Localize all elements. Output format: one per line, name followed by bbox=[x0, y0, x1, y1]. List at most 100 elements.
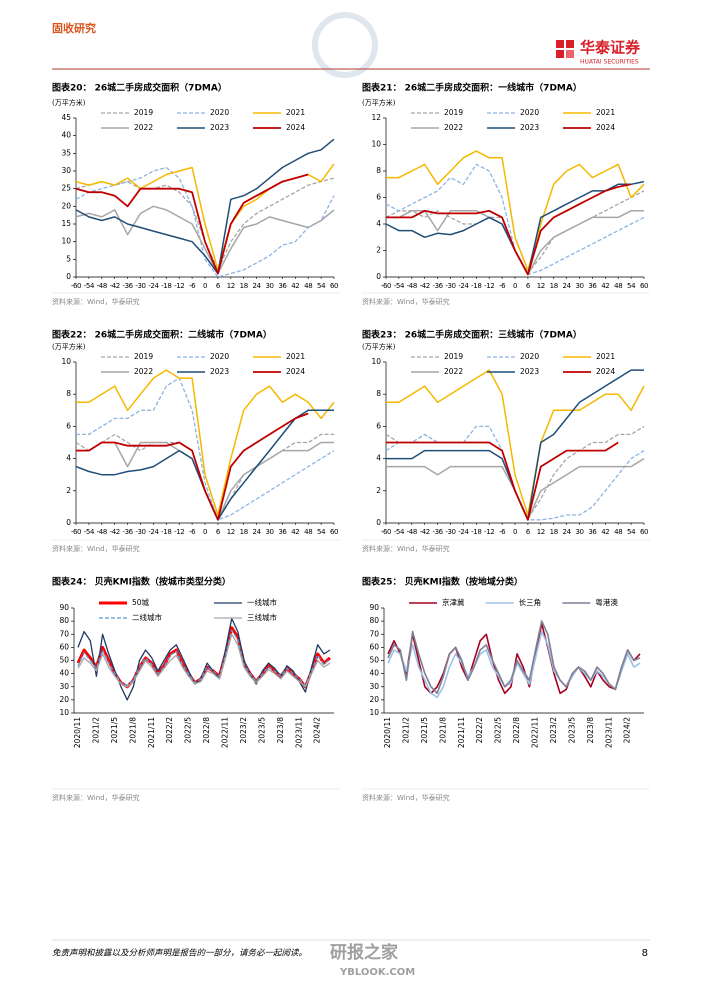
x-tick-label: -24 bbox=[148, 282, 159, 290]
x-tick-label: 2020/11 bbox=[383, 717, 392, 748]
x-tick-label: 2021/8 bbox=[438, 717, 447, 744]
x-tick-label: 18 bbox=[240, 528, 248, 536]
x-tick-label: 42 bbox=[291, 528, 299, 536]
x-tick-label: -54 bbox=[394, 282, 405, 290]
x-tick-label: 54 bbox=[627, 282, 636, 290]
x-tick-label: 54 bbox=[317, 282, 326, 290]
source-note: 资料来源：Wind，华泰研究 bbox=[52, 544, 140, 553]
series-line bbox=[75, 166, 335, 278]
source-note: 资料来源：Wind，华泰研究 bbox=[362, 297, 450, 306]
legend-label: 2019 bbox=[444, 352, 463, 361]
x-tick-label: -42 bbox=[420, 528, 430, 536]
x-tick-label: 30 bbox=[575, 528, 583, 536]
x-tick-label: 12 bbox=[537, 528, 545, 536]
x-tick-label: 18 bbox=[240, 282, 248, 290]
y-tick-label: 80 bbox=[369, 616, 379, 625]
series-line bbox=[77, 629, 331, 687]
x-tick-label: 12 bbox=[537, 282, 545, 290]
x-tick-label: -60 bbox=[381, 528, 391, 536]
x-tick-label: 30 bbox=[265, 528, 273, 536]
x-tick-label: 2021/11 bbox=[457, 717, 466, 748]
x-tick-label: -42 bbox=[420, 282, 430, 290]
series-line bbox=[77, 633, 331, 688]
y-tick-label: 0 bbox=[376, 518, 381, 527]
x-tick-label: 2022/5 bbox=[184, 717, 193, 744]
x-tick-label: 2022/8 bbox=[512, 717, 521, 744]
y-tick-label: 10 bbox=[371, 140, 381, 149]
y-tick-label: 0 bbox=[376, 272, 381, 281]
y-tick-label: 10 bbox=[59, 708, 69, 717]
y-tick-label: 25 bbox=[61, 184, 71, 193]
x-tick-label: -30 bbox=[135, 282, 145, 290]
y-axis-label: (万平方米) bbox=[362, 342, 396, 351]
source-note: 资料来源：Wind，华泰研究 bbox=[52, 793, 140, 802]
x-tick-label: 2021/2 bbox=[91, 717, 100, 744]
x-tick-label: -24 bbox=[148, 528, 159, 536]
y-tick-label: 5 bbox=[66, 254, 71, 263]
series-line bbox=[76, 441, 334, 521]
series-line bbox=[386, 441, 619, 521]
legend-label: 长三角 bbox=[519, 597, 542, 607]
page-number: 8 bbox=[642, 948, 648, 959]
x-tick-label: -60 bbox=[71, 282, 81, 290]
x-tick-label: -18 bbox=[161, 528, 171, 536]
y-tick-label: 30 bbox=[61, 166, 71, 175]
x-tick-label: 48 bbox=[614, 282, 622, 290]
y-tick-label: 10 bbox=[61, 237, 71, 246]
legend-label: 2021 bbox=[596, 108, 615, 117]
x-tick-label: -6 bbox=[189, 528, 196, 536]
x-tick-label: -12 bbox=[174, 528, 184, 536]
y-tick-label: 90 bbox=[369, 603, 379, 612]
x-tick-label: -36 bbox=[432, 528, 443, 536]
source-note: 资料来源：Wind，华泰研究 bbox=[362, 544, 450, 553]
series-line bbox=[386, 150, 645, 272]
y-tick-label: 15 bbox=[61, 219, 71, 228]
series-line bbox=[77, 617, 331, 701]
legend-label: 2020 bbox=[520, 352, 539, 361]
y-tick-label: 4 bbox=[66, 454, 71, 463]
legend-label: 二线城市 bbox=[132, 612, 162, 622]
x-tick-label: 2021/8 bbox=[128, 717, 137, 744]
x-tick-label: 2023/2 bbox=[239, 717, 248, 744]
y-axis-label: (万平方米) bbox=[52, 342, 86, 351]
y-tick-label: 70 bbox=[59, 629, 69, 638]
y-tick-label: 20 bbox=[61, 201, 71, 210]
chart-title: 图表23： 26城二手房成交面积：三线城市（7DMA） bbox=[362, 329, 582, 341]
legend-label: 2022 bbox=[134, 123, 153, 132]
y-tick-label: 45 bbox=[61, 113, 71, 122]
legend-label: 2024 bbox=[286, 367, 305, 376]
x-tick-label: -12 bbox=[484, 528, 494, 536]
x-tick-label: -42 bbox=[110, 282, 120, 290]
legend-label: 2020 bbox=[210, 108, 229, 117]
chart-title: 图表24： 贝壳KMI指数（按城市类型分类） bbox=[52, 576, 231, 588]
x-tick-label: 48 bbox=[304, 528, 312, 536]
x-tick-label: 2023/5 bbox=[567, 717, 576, 744]
x-tick-label: -36 bbox=[432, 282, 443, 290]
x-tick-label: 2022/2 bbox=[165, 717, 174, 744]
x-tick-label: -48 bbox=[97, 528, 107, 536]
y-tick-label: 90 bbox=[59, 603, 69, 612]
x-tick-label: 36 bbox=[278, 528, 287, 536]
legend-label: 粤港澳 bbox=[595, 597, 618, 607]
x-tick-label: 0 bbox=[513, 528, 517, 536]
x-tick-label: -6 bbox=[189, 282, 196, 290]
x-tick-label: -54 bbox=[394, 528, 405, 536]
legend-label: 2021 bbox=[596, 352, 615, 361]
x-tick-label: 24 bbox=[563, 282, 572, 290]
legend-label: 2023 bbox=[210, 123, 229, 132]
x-tick-label: -36 bbox=[122, 528, 133, 536]
legend-label: 2020 bbox=[520, 108, 539, 117]
series-line bbox=[385, 190, 645, 274]
x-tick-label: 2023/2 bbox=[549, 717, 558, 744]
y-tick-label: 70 bbox=[369, 629, 379, 638]
x-tick-label: 48 bbox=[614, 528, 622, 536]
x-tick-label: -42 bbox=[110, 528, 120, 536]
y-tick-label: 10 bbox=[61, 357, 71, 366]
x-tick-label: 24 bbox=[253, 282, 262, 290]
legend-label: 2024 bbox=[596, 367, 615, 376]
y-axis-label: (万平方米) bbox=[362, 98, 396, 107]
x-tick-label: 2022/11 bbox=[531, 717, 540, 748]
y-tick-label: 10 bbox=[369, 708, 379, 717]
brand-en: HUATAI SECURITIES bbox=[580, 59, 639, 66]
y-tick-label: 8 bbox=[66, 389, 71, 398]
